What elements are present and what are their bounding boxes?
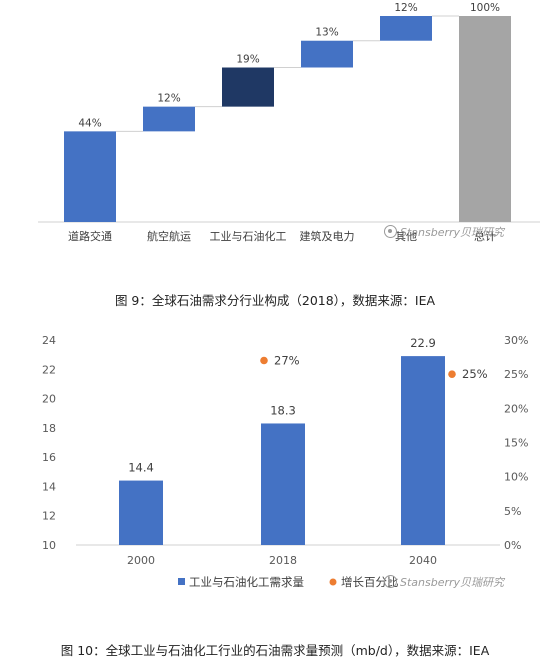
waterfall-chart: 44% 道路交通 12% 航空航运 19% 工业与石油化工 13% 建筑及电力 12% 其他 100…	[38, 2, 540, 243]
category-label: 总计	[474, 229, 496, 243]
watermark-2: Stansberry贝瑞研究	[384, 574, 504, 590]
right-y-tick-label: 30%	[504, 334, 528, 347]
bar-value-label: 100%	[470, 2, 500, 14]
category-label: 航空航运	[147, 229, 191, 243]
watermark-logo-icon	[384, 575, 397, 588]
waterfall-bar	[301, 40, 353, 68]
left-y-tick-label: 20	[42, 393, 56, 406]
left-y-tick-label: 10	[42, 539, 56, 552]
left-y-tick-label: 24	[42, 334, 56, 347]
category-label: 道路交通	[68, 229, 112, 243]
watermark-logo-icon	[384, 225, 397, 238]
category-label: 其他	[395, 230, 417, 243]
watermark-1: Stansberry贝瑞研究	[384, 224, 504, 240]
right-y-tick-label: 0%	[504, 539, 521, 552]
watermark-text: Stansberry贝瑞研究	[400, 576, 505, 589]
bar-value-label: 18.3	[270, 403, 296, 417]
category-label: 建筑及电力	[300, 229, 355, 243]
waterfall-bar	[459, 16, 511, 222]
category-label: 2000	[127, 554, 155, 567]
bar-value-label: 12%	[157, 93, 180, 105]
point-value-label: 27%	[274, 354, 300, 368]
watermark-text: Stansberry贝瑞研究	[400, 226, 505, 239]
right-y-tick-label: 15%	[504, 437, 528, 450]
waterfall-bar	[222, 67, 274, 107]
left-y-tick-label: 18	[42, 422, 56, 435]
demand-bar	[401, 356, 445, 545]
bar-value-label: 12%	[394, 2, 417, 14]
bar-value-label: 44%	[78, 117, 101, 129]
right-y-tick-label: 25%	[504, 368, 528, 381]
right-y-tick-label: 20%	[504, 402, 528, 415]
growth-point	[260, 356, 268, 365]
chart2-caption: 图 10：全球工业与石油化工行业的石油需求量预测（mb/d），数据来源：IEA	[60, 643, 490, 658]
left-y-tick-label: 16	[42, 451, 56, 464]
waterfall-bar	[64, 131, 116, 222]
growth-point	[448, 370, 456, 378]
bar-value-label: 13%	[315, 27, 338, 39]
waterfall-bar	[380, 16, 432, 41]
right-y-tick-label: 10%	[504, 471, 528, 484]
chart1-caption: 图 9：全球石油需求分行业构成（2018），数据来源：IEA	[114, 293, 436, 308]
legend-bar-swatch	[178, 578, 185, 585]
demand-bar	[119, 480, 163, 545]
left-y-tick-label: 12	[42, 510, 56, 523]
bar-value-label: 19%	[236, 54, 259, 66]
point-value-label: 25%	[462, 367, 488, 381]
category-label: 2018	[269, 554, 297, 567]
demand-bar	[261, 423, 305, 545]
right-y-tick-label: 5%	[504, 505, 521, 518]
left-y-tick-label: 22	[42, 363, 56, 376]
bar-value-label: 14.4	[128, 461, 154, 475]
bar-value-label: 22.9	[410, 336, 436, 350]
category-label: 工业与石油化工	[210, 229, 287, 243]
legend-point-swatch	[329, 578, 337, 586]
left-y-tick-label: 14	[42, 480, 56, 493]
waterfall-bar	[143, 106, 195, 132]
legend-bar-label: 工业与石油化工需求量	[189, 575, 304, 589]
category-label: 2040	[409, 554, 437, 567]
